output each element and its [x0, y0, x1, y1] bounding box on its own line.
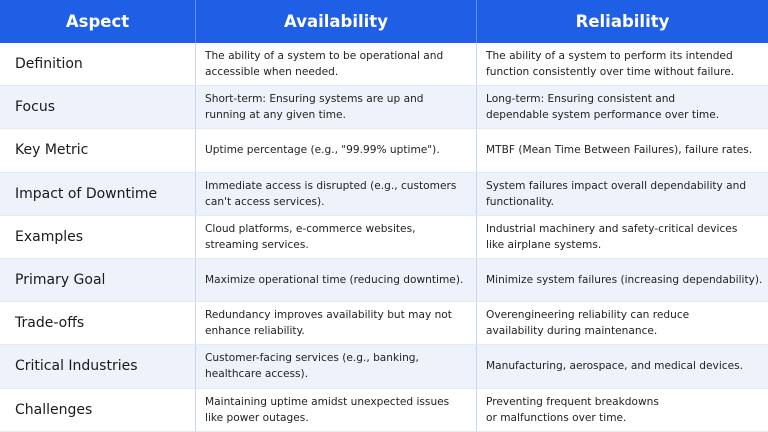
table-row: Focus Short-term: Ensuring systems are up…: [0, 86, 768, 130]
row-label: Trade-offs: [0, 302, 196, 345]
cell-text: Maintaining uptime amidst unexpected iss…: [205, 395, 450, 408]
header-cell: Aspect: [0, 0, 196, 43]
cell-text: Long-term: Ensuring consistent and: [486, 93, 676, 106]
row-label: Primary Goal: [0, 258, 196, 302]
row-label: Impact of Downtime: [0, 172, 196, 215]
table-cell: Preventing frequent breakdowns or malfunc…: [477, 389, 768, 431]
cell-text: Maximize operational time (reducing down…: [205, 274, 464, 287]
row-label: Examples: [0, 215, 196, 258]
cell-text: functionality.: [486, 195, 554, 208]
cell-text: function consistently over time without …: [486, 66, 735, 79]
cell-text: Manufacturing, aerospace, and medical de…: [486, 360, 743, 373]
cell-text: MTBF (Mean Time Between Failures), failu…: [486, 144, 753, 157]
table-row: Challenges Maintaining uptime amidst unex…: [0, 388, 768, 432]
table-cell: Uptime percentage (e.g., "99.99% uptime"…: [196, 129, 477, 172]
table-cell: The ability of a system to be operationa…: [196, 43, 477, 86]
cell-text: like airplane systems.: [486, 238, 602, 251]
cell-text: dependable system performance over time.: [486, 109, 720, 122]
cell-text: Cloud platforms, e-commerce websites,: [205, 222, 416, 235]
table-cell: The ability of a system to perform its i…: [477, 43, 768, 85]
header-cell: Availability: [196, 0, 477, 43]
cell-text: Redundancy improves availability but may…: [205, 309, 452, 322]
table-row: Primary Goal Maximize operational time (r…: [0, 258, 768, 303]
cell-text: running at any given time.: [205, 109, 346, 122]
cell-text: Short-term: Ensuring systems are up and: [205, 93, 424, 106]
row-label: Critical Industries: [0, 345, 196, 388]
table-cell: Manufacturing, aerospace, and medical de…: [477, 345, 768, 387]
row-label: Definition: [0, 43, 196, 86]
table-cell: Long-term: Ensuring consistent and depend…: [477, 86, 768, 128]
table-row: Examples Cloud platforms, e-commerce webs…: [0, 215, 768, 259]
cell-text: availability during maintenance.: [486, 325, 658, 338]
cell-text: Customer-facing services (e.g., banking,: [205, 352, 419, 365]
row-label: Key Metric: [0, 129, 196, 172]
table-cell: Minimize system failures (increasing dep…: [477, 259, 768, 301]
table-row: Trade-offs Redundancy improves availabili…: [0, 302, 768, 346]
table-row: Definition The ability of a system to be …: [0, 43, 768, 87]
cell-text: Uptime percentage (e.g., "99.99% uptime"…: [205, 144, 440, 157]
header-cell: Reliability: [575, 11, 670, 31]
cell-text: Minimize system failures (increasing dep…: [486, 274, 763, 287]
table-cell: Maintaining uptime amidst unexpected iss…: [196, 388, 477, 431]
cell-text: can't access services).: [205, 195, 325, 208]
table-cell: Short-term: Ensuring systems are up and r…: [196, 86, 477, 129]
cell-text: System failures impact overall dependabi…: [486, 179, 747, 192]
table-cell: Maximize operational time (reducing down…: [196, 258, 477, 302]
row-label: Challenges: [0, 388, 196, 431]
cell-text: like power outages.: [205, 411, 309, 424]
table-cell: System failures impact overall dependabi…: [477, 173, 768, 215]
cell-text: or malfunctions over time.: [486, 411, 627, 424]
cell-text: The ability of a system to perform its i…: [486, 50, 733, 63]
table-row: Key Metric Uptime percentage (e.g., "99.9…: [0, 129, 768, 173]
table-row: Impact of Downtime Immediate access is di…: [0, 172, 768, 216]
cell-text: Immediate access is disrupted (e.g., cus…: [205, 179, 457, 192]
table-cell: Industrial machinery and safety-critical…: [477, 216, 768, 258]
table-cell: Redundancy improves availability but may…: [196, 302, 477, 345]
header-row: Aspect Availability Reliability: [0, 0, 768, 43]
table-cell: Customer-facing services (e.g., banking,…: [196, 345, 477, 388]
cell-text: The ability of a system to be operationa…: [205, 50, 444, 63]
table-cell: Cloud platforms, e-commerce websites, str…: [196, 215, 477, 258]
table-cell: Immediate access is disrupted (e.g., cus…: [196, 172, 477, 215]
cell-text: enhance reliability.: [205, 325, 305, 338]
cell-text: Overengineering reliability can reduce: [486, 309, 690, 322]
cell-text: Preventing frequent breakdowns: [486, 395, 659, 408]
cell-text: accessible when needed.: [205, 66, 339, 79]
table-row: Critical Industries Customer-facing servi…: [0, 345, 768, 389]
table-cell: MTBF (Mean Time Between Failures), failu…: [477, 129, 768, 171]
cell-text: Industrial machinery and safety-critical…: [486, 222, 738, 235]
cell-text: healthcare access).: [205, 368, 309, 381]
cell-text: streaming services.: [205, 238, 309, 251]
table-cell: Overengineering reliability can reduce av…: [477, 302, 768, 344]
row-label: Focus: [0, 86, 196, 129]
